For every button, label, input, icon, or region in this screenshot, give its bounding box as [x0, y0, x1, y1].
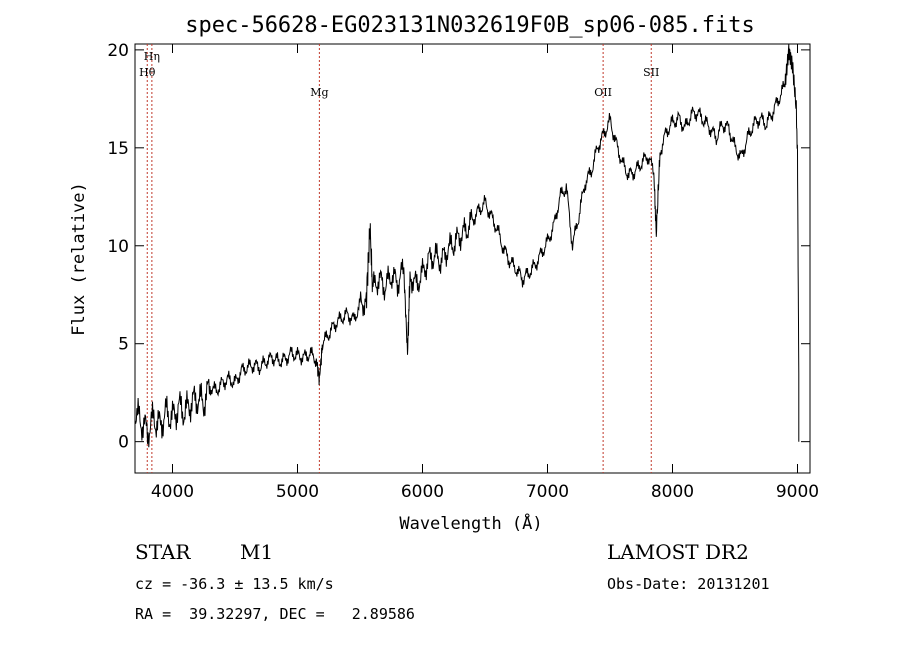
plot-frame	[134, 43, 811, 474]
spectrum-series-line	[134, 44, 800, 448]
spectral-line-markers: Hη Hθ Mg OII SII	[139, 44, 659, 473]
y-tick-label: 10	[107, 237, 129, 257]
spectrum-chart: spec-56628-EG023131N032619F0B_sp06-085.f…	[69, 13, 819, 534]
spectral-line-label: Hθ	[139, 66, 156, 79]
survey-name: LAMOST DR2	[607, 540, 749, 564]
x-tick-label: 8000	[651, 482, 694, 502]
y-axis-label: Flux (relative)	[69, 182, 89, 336]
x-axis-label: Wavelength (Å)	[399, 512, 542, 534]
x-axis: 4000 5000 6000 7000 8000 9000	[151, 44, 819, 502]
spectral-line-label: Mg	[310, 86, 328, 99]
redshift-velocity: cz = -36.3 ± 13.5 km/s	[135, 575, 334, 593]
y-tick-label: 5	[118, 335, 129, 355]
chart-title: spec-56628-EG023131N032619F0B_sp06-085.f…	[185, 13, 755, 38]
object-class: STAR	[135, 540, 191, 564]
y-tick-label: 0	[118, 433, 129, 453]
spectral-line-label: OII	[594, 86, 612, 99]
coordinates: RA = 39.32297, DEC = 2.89586	[135, 605, 415, 623]
x-tick-label: 6000	[401, 482, 444, 502]
spectral-line-label: SII	[643, 66, 659, 79]
y-axis: 0 5 10 15 20	[107, 41, 810, 453]
x-tick-label: 7000	[526, 482, 569, 502]
x-tick-label: 9000	[776, 482, 819, 502]
spectral-line-label: Hη	[144, 50, 160, 63]
y-tick-label: 20	[107, 41, 129, 61]
x-tick-label: 4000	[151, 482, 194, 502]
object-subclass: M1	[240, 540, 274, 564]
x-tick-label: 5000	[276, 482, 319, 502]
observation-date: Obs-Date: 20131201	[607, 575, 770, 593]
y-tick-label: 15	[107, 139, 129, 159]
